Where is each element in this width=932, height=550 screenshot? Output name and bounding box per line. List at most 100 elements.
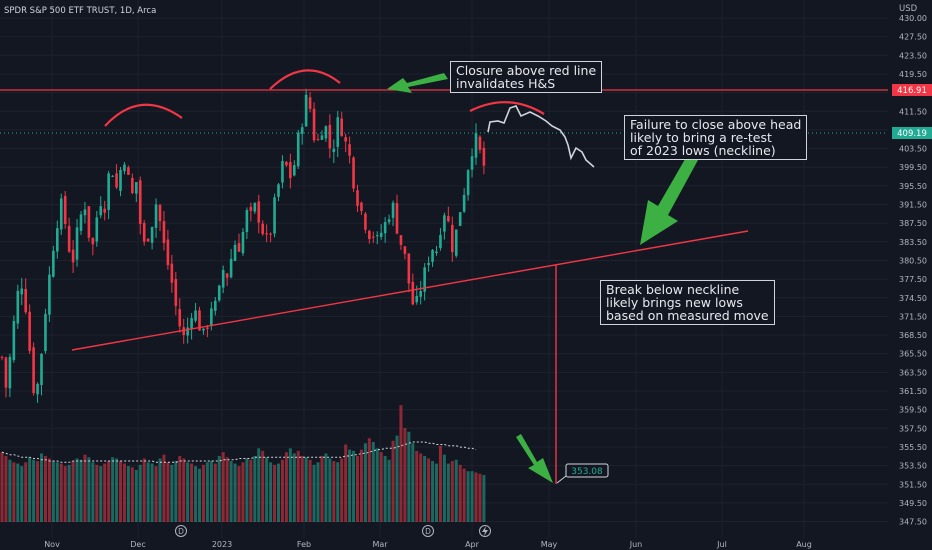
volume-bar <box>134 469 138 522</box>
volume-bar <box>411 443 415 522</box>
volume-bar <box>427 458 431 522</box>
price-tick-label: 377.50 <box>899 275 927 284</box>
candle <box>462 188 466 213</box>
volume-bar <box>462 468 466 522</box>
annotation-retest[interactable]: Failure to close above head likely to br… <box>624 115 808 160</box>
volume-bar <box>391 440 395 522</box>
price-tick-label: 430.00 <box>899 14 927 23</box>
annotation-invalidation[interactable]: Closure above red line invalidates H&S <box>450 61 603 93</box>
candle <box>4 356 8 398</box>
volume-bar <box>47 458 51 522</box>
red-line-price: 416.91 <box>897 86 927 96</box>
price-tick-label: 399.50 <box>899 163 927 172</box>
dividend-marker-mar[interactable]: D <box>422 525 434 537</box>
candle <box>91 237 95 256</box>
candle <box>194 303 197 323</box>
candle <box>324 125 328 142</box>
candle <box>296 129 300 170</box>
volume-bar <box>407 431 411 522</box>
price-tick-label: 363.50 <box>899 368 927 377</box>
head-arc[interactable] <box>269 69 341 90</box>
candle <box>439 227 442 251</box>
candle <box>40 353 43 396</box>
volume-bar <box>363 443 367 522</box>
candle <box>293 160 296 177</box>
candle <box>115 164 118 190</box>
candle <box>312 102 316 143</box>
flash-marker[interactable] <box>479 525 491 537</box>
price-axis[interactable]: 430.00427.50423.50419.50415.50411.50407.… <box>888 0 932 550</box>
volume-bar <box>24 462 28 522</box>
shoulder-arc-left[interactable] <box>104 103 183 127</box>
volume-bar <box>225 457 229 522</box>
projection-path[interactable] <box>487 105 595 168</box>
volume-bar <box>174 461 178 522</box>
candle <box>206 324 209 338</box>
annotation-breakdown[interactable]: Break below neckline likely brings new l… <box>600 280 775 325</box>
volume-bar <box>359 449 363 522</box>
candle <box>482 141 486 175</box>
candle <box>352 156 355 193</box>
volume-bar <box>336 462 340 522</box>
candle <box>217 284 221 303</box>
dividend-marker-dec[interactable]: D <box>175 525 187 537</box>
shoulder-arc-right[interactable] <box>469 101 545 115</box>
volume-bar <box>284 452 288 522</box>
volume-bar <box>83 454 87 522</box>
volume-bar <box>201 464 205 522</box>
volume-bar <box>91 462 95 522</box>
volume-bar <box>178 455 182 522</box>
time-tick-label: Apr <box>465 540 480 549</box>
volume-bar <box>482 475 486 522</box>
volume-bar <box>478 473 482 522</box>
volume-bars <box>0 405 486 522</box>
volume-bar <box>63 466 67 522</box>
time-tick-label: Dec <box>130 540 145 549</box>
candle <box>178 298 182 333</box>
candle <box>407 253 411 293</box>
volume-bar <box>166 462 170 522</box>
candle <box>257 194 261 234</box>
candle <box>470 148 474 178</box>
neckline[interactable] <box>71 230 749 351</box>
price-tick-label: 383.50 <box>899 238 927 247</box>
target-label-box <box>565 463 609 478</box>
volume-bar <box>332 461 336 522</box>
arrow-to-neckline <box>640 154 698 245</box>
candle <box>150 226 154 250</box>
volume-bar <box>233 463 237 522</box>
candlesticks <box>0 88 486 403</box>
candle <box>308 91 312 113</box>
volume-bar <box>126 466 130 522</box>
candle <box>375 231 379 245</box>
volume-bar <box>442 454 446 522</box>
candle <box>273 193 276 238</box>
volume-bar <box>40 453 43 522</box>
candle <box>59 193 63 235</box>
volume-bar <box>431 461 435 522</box>
volume-bar <box>130 467 134 522</box>
volume-bar <box>99 466 103 522</box>
volume-bar <box>435 463 438 522</box>
candle <box>249 202 253 222</box>
volume-bar <box>75 458 79 522</box>
volume-bar <box>348 449 352 522</box>
candle <box>170 254 174 293</box>
candle <box>56 220 59 259</box>
volume-bar <box>87 457 91 522</box>
candle <box>166 229 170 270</box>
time-axis[interactable]: Nov Dec 2023 Feb Mar Apr May Jun Jul Aug <box>0 538 888 550</box>
volume-bar <box>269 462 273 522</box>
candle <box>12 315 16 363</box>
candle <box>368 229 371 244</box>
candle <box>95 210 99 247</box>
volume-bar <box>205 462 209 522</box>
candle <box>395 194 399 235</box>
candle <box>237 233 241 252</box>
candle <box>423 263 426 301</box>
volume-bar <box>103 463 107 522</box>
price-tick-label: 427.50 <box>899 33 927 42</box>
volume-bar <box>304 457 308 522</box>
svg-text:D: D <box>425 527 431 536</box>
